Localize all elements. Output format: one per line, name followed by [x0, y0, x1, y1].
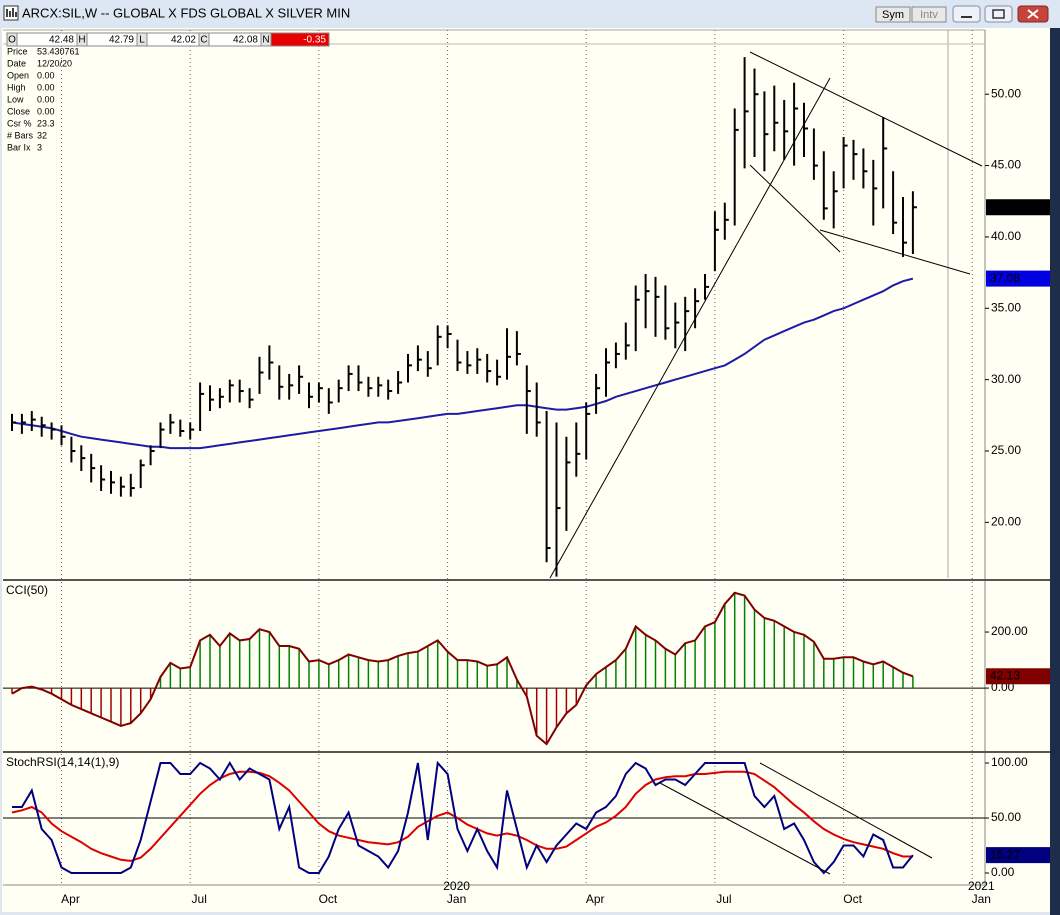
- quote-key: L: [139, 35, 145, 46]
- quote-key: C: [200, 35, 207, 46]
- panel-title: StochRSI(14,14(1),9): [6, 755, 119, 769]
- y-tick-label: 40.00: [991, 229, 1021, 243]
- info-label: # Bars: [7, 130, 34, 140]
- info-value: 23.3: [37, 118, 55, 128]
- last-ma-label: 37.08: [990, 271, 1020, 285]
- quote-value: 42.02: [171, 35, 196, 46]
- info-value: 32: [37, 130, 47, 140]
- trendlines: [549, 51, 983, 875]
- trendline: [819, 229, 971, 275]
- info-value: 0.00: [37, 94, 55, 104]
- info-value: 12/20/20: [37, 58, 72, 68]
- info-value: 3: [37, 142, 42, 152]
- info-label: Bar Ix: [7, 142, 31, 152]
- y-tick-label: 25.00: [991, 443, 1021, 457]
- quote-value: -0.35: [303, 35, 326, 46]
- x-tick-label: Oct: [319, 892, 338, 906]
- x-tick-label: Oct: [843, 892, 862, 906]
- last-ma-label-box: [986, 270, 1050, 287]
- trendline: [759, 762, 933, 859]
- quote-key: N: [262, 35, 269, 46]
- restore-button[interactable]: [984, 5, 1013, 23]
- last-close-label-box: [986, 199, 1050, 216]
- info-label: Date: [7, 58, 26, 68]
- quote-value: 42.48: [49, 35, 74, 46]
- restore-glyph: [992, 9, 1005, 19]
- last-close-label: 42.08: [990, 199, 1020, 213]
- info-label: Open: [7, 70, 29, 80]
- right-frame: [1050, 28, 1060, 915]
- y-tick-label: 30.00: [991, 372, 1021, 386]
- trendline: [549, 77, 831, 579]
- y-tick-label: 100.00: [991, 755, 1028, 769]
- quote-value-box: [270, 32, 330, 47]
- last-cci-label-box: [986, 668, 1050, 685]
- close-glyph: [1027, 9, 1039, 19]
- info-label: Low: [7, 94, 24, 104]
- info-value: 0.00: [37, 106, 55, 116]
- y-tick-label: 50.00: [991, 86, 1021, 100]
- x-tick-label: Apr: [586, 892, 605, 906]
- stoch-line: [11, 770, 913, 862]
- quote-key: O: [8, 35, 16, 46]
- sym-button[interactable]: [875, 6, 911, 23]
- app-icon-glyph: [6, 8, 17, 17]
- last-stoch-label: 16.27: [990, 847, 1020, 861]
- sym-button-label[interactable]: Sym: [882, 9, 904, 21]
- info-value: 0.00: [37, 70, 55, 80]
- intv-button-label[interactable]: Intv: [920, 9, 938, 21]
- moving-average: [11, 277, 914, 450]
- quote-key: H: [78, 35, 85, 46]
- info-label: High: [7, 82, 26, 92]
- intv-button[interactable]: [911, 6, 947, 23]
- window-title: ARCX:SIL,W -- GLOBAL X FDS GLOBAL X SILV…: [22, 5, 350, 20]
- y-tick-label: 35.00: [991, 300, 1021, 314]
- x-tick-label: Jul: [192, 892, 207, 906]
- info-value: 0.00: [37, 82, 55, 92]
- chart-area: [2, 28, 1050, 912]
- info-label: Csr %: [7, 118, 32, 128]
- cci-line: [11, 591, 914, 746]
- y-tick-label: 20.00: [991, 515, 1021, 529]
- minimize-button[interactable]: [952, 5, 981, 23]
- x-tick-label: Apr: [61, 892, 80, 906]
- y-tick-label: 50.00: [991, 810, 1021, 824]
- y-tick-label: 45.00: [991, 158, 1021, 172]
- x-year-label: 2021: [968, 879, 995, 893]
- x-tick-label: Jul: [716, 892, 731, 906]
- trendline: [749, 164, 841, 253]
- info-value: 53.430761: [37, 46, 80, 56]
- x-year-label: 2020: [443, 879, 470, 893]
- x-tick-label: Jan: [447, 892, 466, 906]
- last-cci-label: 42.13: [990, 668, 1020, 682]
- quote-value: 42.08: [233, 35, 258, 46]
- panel-title: CCI(50): [6, 583, 48, 597]
- y-tick-label: 0.00: [991, 865, 1015, 879]
- stoch-line: [12, 760, 914, 875]
- y-tick-label: 200.00: [991, 624, 1028, 638]
- quote-value: 42.79: [109, 35, 134, 46]
- trendline: [659, 782, 831, 875]
- info-label: Price: [7, 46, 28, 56]
- trendline: [749, 51, 983, 167]
- x-tick-label: Jan: [972, 892, 991, 906]
- info-label: Close: [7, 106, 30, 116]
- last-stoch-label-box: [986, 847, 1050, 864]
